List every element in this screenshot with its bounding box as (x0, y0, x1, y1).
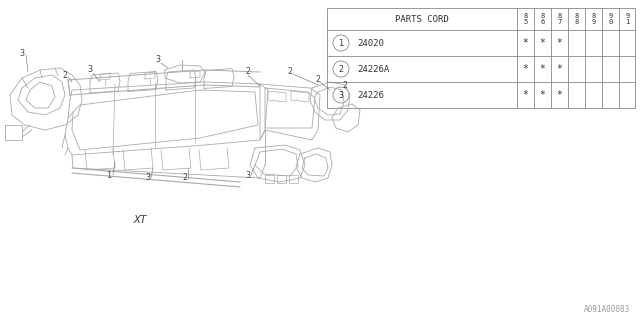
Text: *: * (540, 38, 545, 48)
Text: *: * (523, 64, 529, 74)
Text: *: * (557, 64, 563, 74)
Text: 2: 2 (182, 173, 188, 182)
Text: PARTS CORD: PARTS CORD (395, 14, 449, 23)
Text: 3: 3 (88, 66, 93, 75)
Text: 2: 2 (287, 68, 292, 76)
Text: 3: 3 (246, 171, 250, 180)
Text: 1: 1 (108, 171, 113, 180)
Text: 1: 1 (339, 38, 344, 47)
Text: 2: 2 (316, 76, 321, 84)
Text: *: * (523, 90, 529, 100)
Text: 2: 2 (342, 81, 348, 90)
Text: 3: 3 (19, 49, 24, 58)
Text: *: * (540, 64, 545, 74)
Text: 2: 2 (63, 70, 67, 79)
Text: 8
8: 8 8 (574, 13, 579, 25)
Text: 2: 2 (339, 65, 344, 74)
Text: 24226A: 24226A (357, 65, 389, 74)
Text: 3: 3 (156, 55, 161, 65)
Text: 8
9: 8 9 (591, 13, 596, 25)
Text: *: * (523, 38, 529, 48)
Text: XT: XT (133, 215, 147, 225)
Bar (327, 8, 635, 108)
Text: *: * (557, 90, 563, 100)
Text: 8
5: 8 5 (524, 13, 527, 25)
Text: A091A00083: A091A00083 (584, 305, 630, 314)
Text: 9
0: 9 0 (609, 13, 612, 25)
Text: *: * (557, 38, 563, 48)
Text: 3: 3 (339, 91, 344, 100)
Text: 8
7: 8 7 (557, 13, 562, 25)
Text: 9
1: 9 1 (625, 13, 630, 25)
Text: 8
6: 8 6 (540, 13, 545, 25)
Text: 3: 3 (145, 173, 150, 182)
Text: *: * (540, 90, 545, 100)
Text: 2: 2 (246, 68, 250, 76)
Text: 24226: 24226 (357, 91, 384, 100)
Text: 24020: 24020 (357, 38, 384, 47)
